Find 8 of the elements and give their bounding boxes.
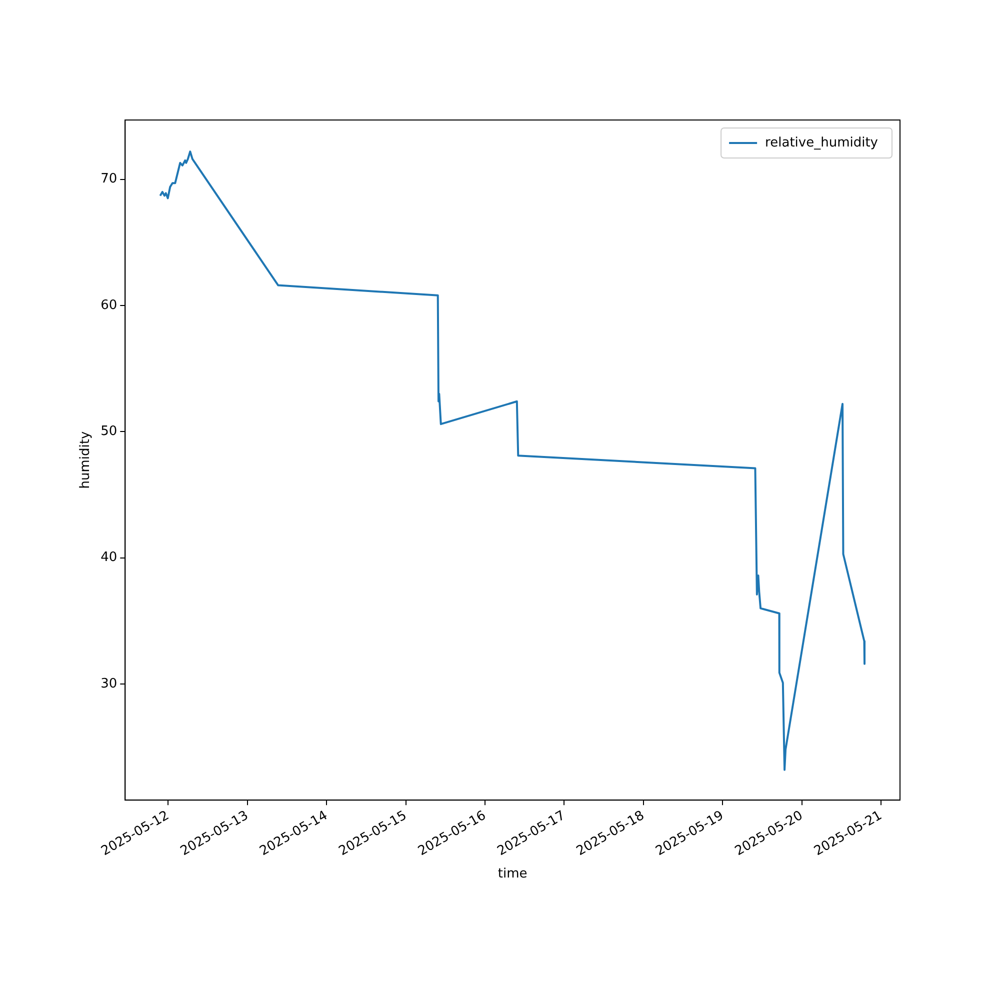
y-tick-label: 60 (100, 298, 118, 313)
y-tick-label: 40 (100, 550, 118, 566)
y-tick-label: 30 (100, 676, 118, 692)
x-axis-title: time (498, 866, 528, 882)
y-tick-label: 50 (100, 424, 118, 440)
y-tick-label: 70 (100, 172, 118, 187)
y-axis-title: humidity (78, 431, 94, 489)
legend-label: relative_humidity (765, 135, 878, 150)
